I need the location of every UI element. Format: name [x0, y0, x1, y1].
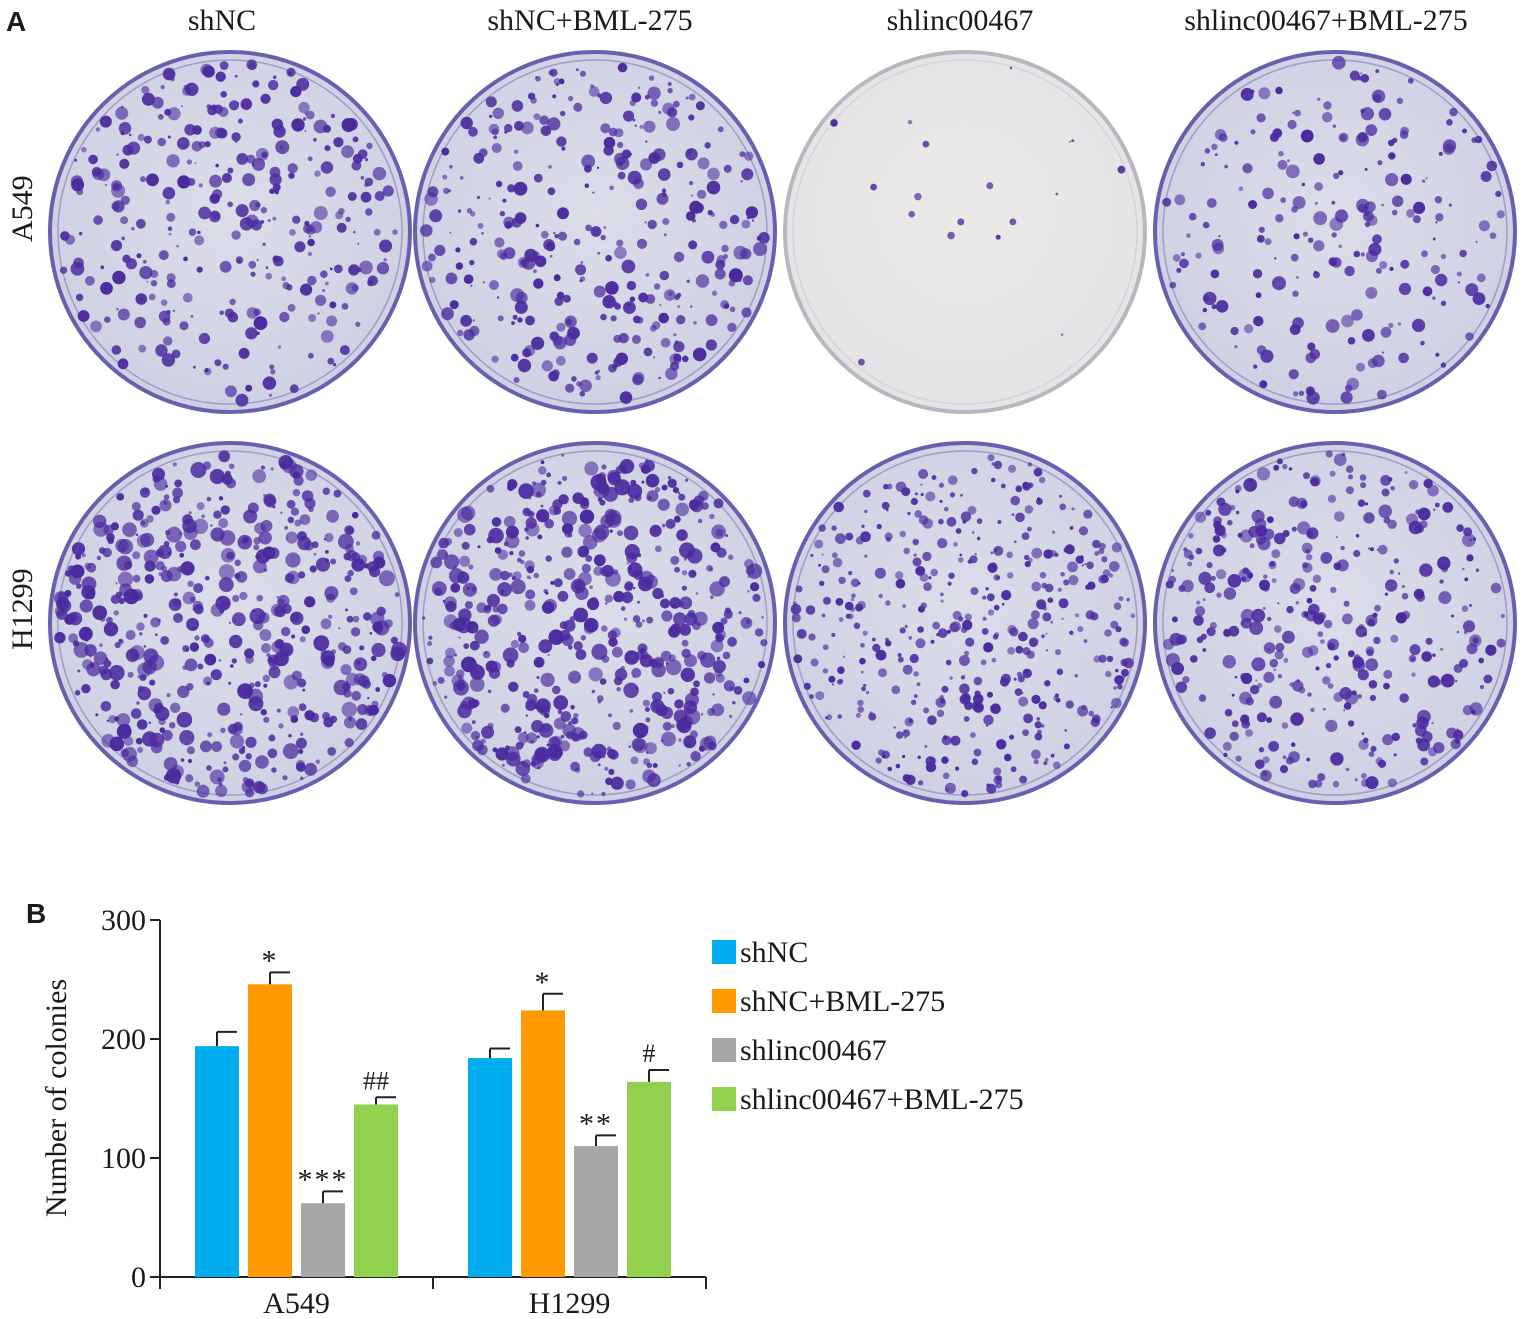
y-tick-label: 300 — [101, 904, 146, 937]
bar-a549-1 — [248, 984, 292, 1277]
bar-h1299-0 — [468, 1058, 512, 1277]
column-label-shlinc00467: shlinc00467 — [886, 4, 1034, 37]
plate-h1299-shlinc00467 — [783, 441, 1147, 805]
column-label-shlinc00467-bml275: shlinc00467+BML-275 — [1184, 4, 1468, 37]
significance-annotation: *** — [298, 1163, 349, 1196]
plate-a549-shnc-bml275 — [413, 50, 777, 414]
column-label-shnc-bml275: shNC+BML-275 — [487, 4, 693, 37]
y-tick-label: 100 — [101, 1142, 146, 1175]
legend-swatch — [712, 1038, 736, 1062]
x-tick-label: H1299 — [529, 1287, 611, 1319]
y-tick-label: 0 — [131, 1261, 146, 1294]
significance-annotation: ## — [363, 1066, 389, 1095]
plate-a549-shlinc00467 — [783, 50, 1147, 414]
panel-a-label: A — [6, 6, 27, 37]
bar-a549-3 — [354, 1104, 398, 1277]
bar-h1299-2 — [574, 1146, 618, 1277]
legend-label: shlinc00467 — [740, 1034, 887, 1067]
plate-h1299-shlinc00467-bml275 — [1153, 441, 1517, 805]
significance-annotation: * — [535, 966, 552, 999]
colony-plates-grid — [48, 50, 1517, 805]
legend-swatch — [712, 989, 736, 1013]
significance-annotation: # — [643, 1039, 656, 1068]
significance-annotation: ** — [579, 1107, 613, 1140]
bar-a549-2 — [301, 1203, 345, 1277]
bar-a549-0 — [195, 1046, 239, 1277]
legend-label: shNC+BML-275 — [740, 985, 945, 1018]
plate-h1299-shnc — [48, 441, 412, 805]
plate-a549-shnc — [48, 50, 412, 414]
legend-swatch — [712, 940, 736, 964]
bar-h1299-3 — [627, 1081, 671, 1277]
plate-h1299-shnc-bml275 — [413, 441, 777, 805]
x-tick-label: A549 — [263, 1287, 330, 1319]
legend-label: shNC — [740, 936, 808, 969]
y-axis-label: Number of colonies — [40, 979, 73, 1217]
plate-a549-shlinc00467-bml275 — [1153, 50, 1517, 414]
bar-h1299-1 — [521, 1010, 565, 1277]
significance-annotation: * — [262, 944, 279, 977]
legend-swatch — [712, 1087, 736, 1111]
y-tick-label: 200 — [101, 1023, 146, 1056]
legend-label: shlinc00467+BML-275 — [740, 1083, 1024, 1116]
column-label-shnc: shNC — [187, 4, 257, 37]
panel-b-label: B — [26, 898, 47, 929]
